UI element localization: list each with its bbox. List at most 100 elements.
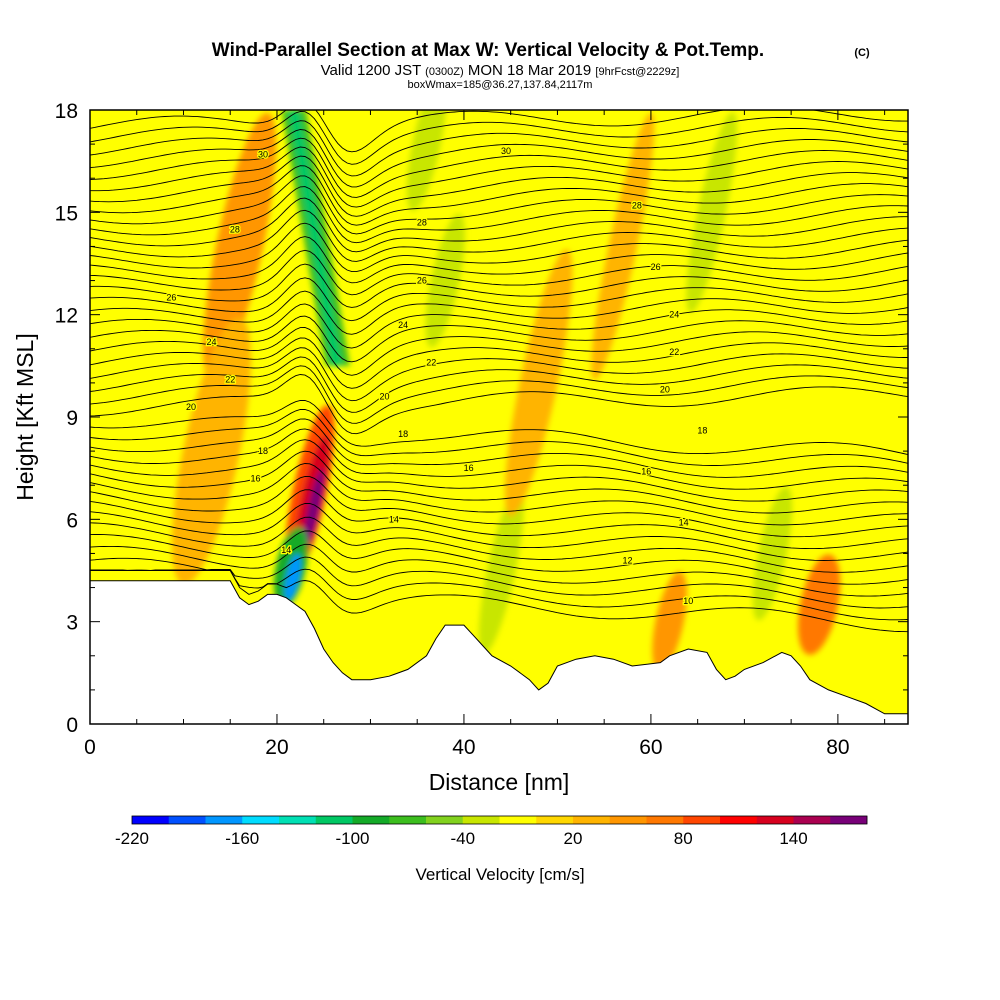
isentrope-label: 20 <box>186 402 196 412</box>
isentrope-line <box>90 428 908 490</box>
isentrope-line <box>90 263 908 308</box>
isentrope-line <box>90 129 908 188</box>
isentrope-label: 30 <box>501 146 511 156</box>
isentrope-label: 30 <box>258 149 268 159</box>
forecast-info: [9hrFcst@2229z] <box>595 66 679 78</box>
plot-area: 30 30 28 28 28 26 26 26 24 24 24 22 22 22 20 20 20 18 18 18… <box>90 110 908 724</box>
isentrope-line <box>90 175 908 235</box>
isentrope-line <box>90 489 908 550</box>
isentrope-label: 24 <box>669 310 679 320</box>
colorbar-swatch <box>830 816 868 824</box>
colorbar-swatch <box>793 816 831 824</box>
isentrope-line <box>90 120 908 177</box>
isentrope-label: 20 <box>660 385 670 395</box>
colorbar-swatch <box>646 816 684 824</box>
terrain-mask <box>90 580 908 724</box>
w-core-15 <box>798 554 841 655</box>
isentrope-line <box>90 516 908 573</box>
colorbar-tick-label: -40 <box>450 829 475 848</box>
w-core-17 <box>504 249 573 517</box>
isentrope-line <box>90 356 908 413</box>
isentrope-label: 16 <box>464 463 474 473</box>
colorbar-swatch <box>573 816 611 824</box>
w-core-6 <box>284 553 301 601</box>
y-tick-label: 18 <box>55 100 78 123</box>
colorbar-swatch <box>205 816 243 824</box>
y-axis: 0 3 6 9 12 15 18 <box>55 100 908 737</box>
isentrope-line <box>90 146 908 208</box>
isentrope-line <box>90 439 908 502</box>
w-core-4 <box>303 469 324 550</box>
vertical-velocity-field <box>172 110 841 672</box>
isentrope-line <box>90 475 908 538</box>
isentrope-label: 24 <box>398 320 408 330</box>
isentrope-label: 28 <box>417 218 427 228</box>
isentrope-line <box>90 570 908 633</box>
valid-prefix: Valid 1200 JST <box>321 62 421 79</box>
isentrope-line <box>90 337 908 389</box>
isentrope-line <box>90 290 908 335</box>
valid-date: MON 18 Mar 2019 <box>468 62 591 79</box>
colorbar-frame <box>131 815 868 825</box>
isentrope-label: 24 <box>207 337 217 347</box>
isentrope-line <box>90 249 908 296</box>
isentrope-line <box>90 315 908 363</box>
isentrope-label: 12 <box>623 555 633 565</box>
colorbar: -220 -160 -100 -40 20 80 140 <box>115 815 868 848</box>
x-tick-label: 40 <box>452 736 475 759</box>
colorbar-swatch <box>536 816 574 824</box>
valid-utc: (0300Z) <box>425 66 464 78</box>
isentrope-label: 26 <box>166 293 176 303</box>
y-tick-label: 3 <box>66 612 78 635</box>
isentrope-line <box>90 209 908 262</box>
x-axis: 0 20 40 60 80 <box>84 110 886 759</box>
isentrope-label: 26 <box>651 262 661 272</box>
isentrope-label: 26 <box>417 276 427 286</box>
isentrope-line <box>90 408 908 466</box>
copyright-mark: (C) <box>854 47 870 59</box>
y-tick-label: 12 <box>55 305 78 328</box>
isentrope-line <box>90 155 908 217</box>
colorbar-swatch <box>352 816 390 824</box>
isentrope-line <box>90 165 908 226</box>
colorbar-tick-label: -220 <box>115 829 149 848</box>
colorbar-swatch <box>609 816 647 824</box>
isentrope-line <box>90 277 908 322</box>
y-axis-label: Height [Kft MSL] <box>12 333 38 500</box>
isentrope-label: 18 <box>398 429 408 439</box>
w-core-7 <box>203 112 277 380</box>
y-tick-label: 6 <box>66 509 78 532</box>
isentrope-label: 22 <box>669 347 679 357</box>
w-core-13 <box>752 486 793 621</box>
isentrope-labels: 30 30 28 28 28 26 26 26 24 24 24 22 22 22 20 20 20 18 18 18… <box>165 145 709 608</box>
x-tick-label: 80 <box>826 736 849 759</box>
isentrope-line <box>90 543 908 597</box>
isentrope-label: 16 <box>641 467 651 477</box>
colorbar-swatch <box>499 816 537 824</box>
colorbar-swatch <box>279 816 317 824</box>
isentrope-label: 20 <box>379 392 389 402</box>
isentrope-line <box>90 186 908 244</box>
colorbar-swatch <box>683 816 721 824</box>
isentrope-line <box>90 327 908 376</box>
isentrope-label: 14 <box>679 518 689 528</box>
colorbar-label: Vertical Velocity [cm/s] <box>415 865 584 884</box>
colorbar-tick-label: -160 <box>225 829 259 848</box>
isentrope-line <box>90 110 908 153</box>
isentrope-label: 18 <box>697 426 707 436</box>
isentrope-label: 14 <box>389 514 399 524</box>
isentrope-label: 22 <box>426 357 436 367</box>
x-tick-label: 60 <box>639 736 662 759</box>
colorbar-tick-label: -100 <box>335 829 369 848</box>
w-core-10 <box>425 213 465 348</box>
w-core-16 <box>652 571 687 672</box>
isentrope-label: 10 <box>683 596 693 606</box>
y-tick-label: 15 <box>55 202 78 225</box>
colorbar-swatch <box>720 816 758 824</box>
isentrope-label: 22 <box>225 374 235 384</box>
isentrope-label: 16 <box>250 473 260 483</box>
w-core-8 <box>172 317 251 585</box>
colorbar-swatch <box>242 816 280 824</box>
isentrope-line <box>90 347 908 402</box>
colorbar-swatch <box>389 816 427 824</box>
